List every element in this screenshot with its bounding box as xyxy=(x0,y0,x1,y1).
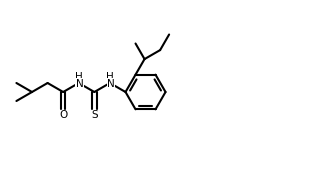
Text: N: N xyxy=(76,79,84,89)
Text: O: O xyxy=(59,110,67,120)
Text: N: N xyxy=(107,79,115,89)
Text: H: H xyxy=(75,72,83,82)
Text: H: H xyxy=(106,72,114,82)
Text: S: S xyxy=(91,110,98,120)
